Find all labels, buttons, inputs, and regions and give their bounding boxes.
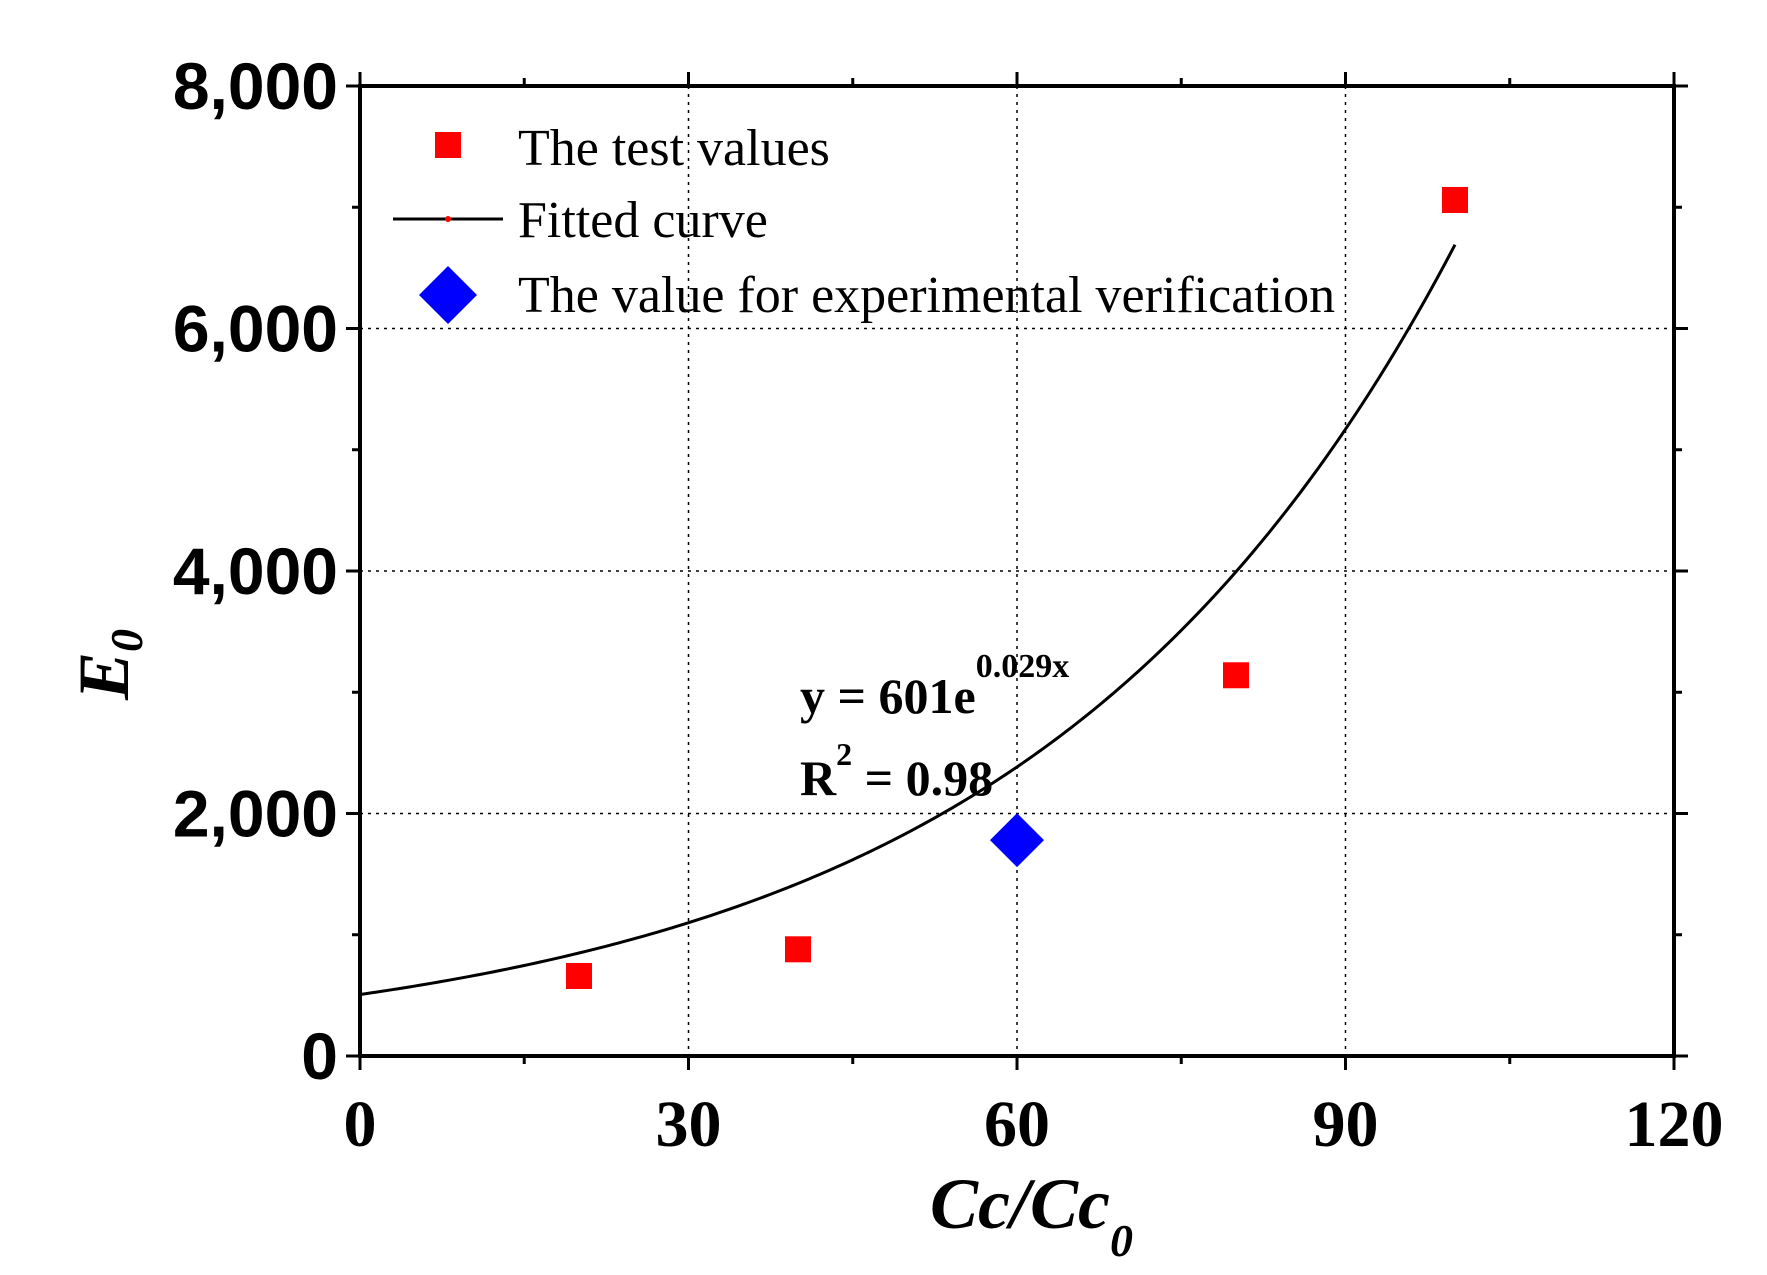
y-tick-label: 4,000 bbox=[173, 534, 338, 608]
x-tick-label: 90 bbox=[1313, 1088, 1379, 1161]
legend-label-test-values: The test values bbox=[518, 120, 830, 177]
x-tick-label: 60 bbox=[984, 1088, 1050, 1161]
test-value-point bbox=[1223, 662, 1249, 689]
fitted-curve-layer bbox=[359, 244, 1457, 997]
tick-labels: 0 30 60 90 120 0 2,000 4,000 6,000 8,000 bbox=[173, 49, 1724, 1161]
x-axis-title-sub: 0 bbox=[1110, 1215, 1133, 1266]
legend-label-fitted-curve: Fitted curve bbox=[518, 192, 768, 249]
r-squared-sup: 2 bbox=[836, 736, 852, 772]
legend-diamond-marker-icon bbox=[419, 266, 477, 324]
r-squared-base: R bbox=[800, 750, 837, 806]
x-axis-title-text: Cc/Cc0 bbox=[930, 1164, 1133, 1266]
equation-exponent: 0.029x bbox=[976, 648, 1070, 685]
r-squared-rest: = 0.98 bbox=[852, 750, 993, 806]
equation-annotation: y = 601e0.029x bbox=[800, 648, 1069, 724]
legend-label-verification: The value for experimental verification bbox=[518, 267, 1335, 324]
x-tick-label: 0 bbox=[344, 1088, 377, 1161]
y-axis-title: E0 bbox=[64, 629, 152, 701]
fitted-curve-line bbox=[359, 244, 1457, 997]
y-tick-label: 0 bbox=[301, 1019, 338, 1093]
data-points bbox=[566, 186, 1468, 989]
legend-square-marker-icon bbox=[435, 132, 461, 158]
r-squared-annotation: R2 = 0.98 bbox=[800, 736, 993, 806]
y-axis-title-sub: 0 bbox=[101, 629, 152, 652]
legend: The test values Fitted curve The value f… bbox=[393, 120, 1335, 324]
y-tick-label: 2,000 bbox=[173, 777, 338, 851]
test-value-point bbox=[566, 962, 592, 989]
legend-line-dot-icon bbox=[445, 216, 451, 222]
x-tick-label: 30 bbox=[656, 1088, 722, 1161]
verification-point bbox=[990, 813, 1044, 868]
y-axis-title-main: E bbox=[64, 652, 144, 701]
equation-text: y = 601e0.029x bbox=[800, 648, 1069, 724]
x-axis-title: Cc/Cc0 bbox=[930, 1164, 1133, 1266]
test-value-point bbox=[785, 936, 811, 963]
test-value-point bbox=[1442, 186, 1468, 213]
y-tick-label: 8,000 bbox=[173, 49, 338, 123]
y-axis-title-text: E0 bbox=[64, 629, 152, 701]
equation-base: y = 601e bbox=[800, 668, 976, 724]
plot-frame bbox=[358, 84, 1676, 1058]
x-tick-label: 120 bbox=[1625, 1088, 1724, 1161]
r-squared-text: R2 = 0.98 bbox=[800, 736, 993, 806]
y-tick-label: 6,000 bbox=[173, 292, 338, 366]
x-axis-title-main: Cc/Cc bbox=[930, 1164, 1110, 1244]
